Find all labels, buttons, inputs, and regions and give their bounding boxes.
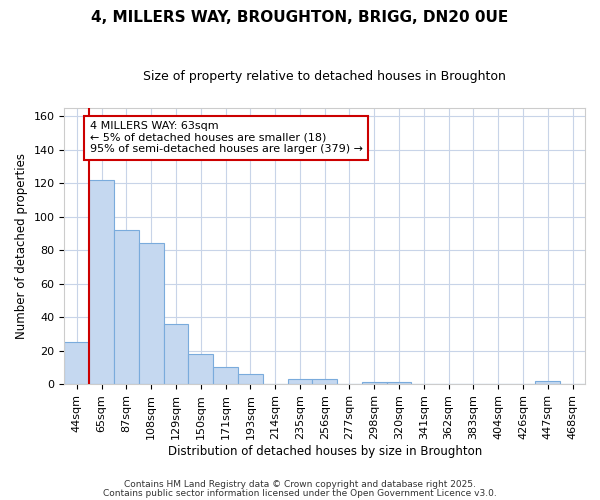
Y-axis label: Number of detached properties: Number of detached properties <box>15 153 28 339</box>
Bar <box>188 354 213 384</box>
X-axis label: Distribution of detached houses by size in Broughton: Distribution of detached houses by size … <box>167 444 482 458</box>
Bar <box>164 324 188 384</box>
Text: Contains public sector information licensed under the Open Government Licence v3: Contains public sector information licen… <box>103 488 497 498</box>
Text: Contains HM Land Registry data © Crown copyright and database right 2025.: Contains HM Land Registry data © Crown c… <box>124 480 476 489</box>
Bar <box>114 230 139 384</box>
Bar <box>238 374 263 384</box>
Bar <box>213 368 238 384</box>
Bar <box>287 379 313 384</box>
Bar <box>386 382 412 384</box>
Bar <box>89 180 114 384</box>
Bar <box>362 382 386 384</box>
Title: Size of property relative to detached houses in Broughton: Size of property relative to detached ho… <box>143 70 506 83</box>
Text: 4 MILLERS WAY: 63sqm
← 5% of detached houses are smaller (18)
95% of semi-detach: 4 MILLERS WAY: 63sqm ← 5% of detached ho… <box>89 121 362 154</box>
Text: 4, MILLERS WAY, BROUGHTON, BRIGG, DN20 0UE: 4, MILLERS WAY, BROUGHTON, BRIGG, DN20 0… <box>91 10 509 25</box>
Bar <box>535 380 560 384</box>
Bar <box>313 379 337 384</box>
Bar <box>64 342 89 384</box>
Bar <box>139 244 164 384</box>
